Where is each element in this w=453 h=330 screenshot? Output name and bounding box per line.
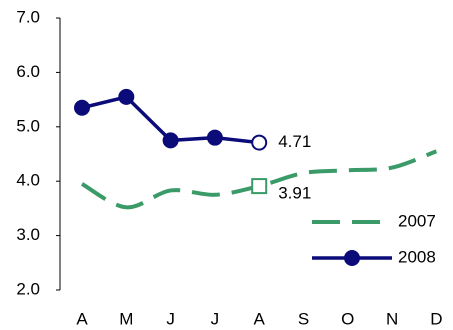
y-tick-label: 7.0 xyxy=(16,7,40,26)
x-tick-label: M xyxy=(119,309,133,328)
x-tick-label: J xyxy=(211,309,220,328)
data-label: 3.91 xyxy=(278,184,311,203)
legend-label: 2008 xyxy=(398,247,436,266)
point xyxy=(162,132,179,149)
y-tick-label: 3.0 xyxy=(16,225,40,244)
x-tick-label: O xyxy=(341,309,354,328)
y-tick-label: 5.0 xyxy=(16,116,40,135)
point xyxy=(251,178,268,195)
x-tick-label: A xyxy=(254,309,266,328)
y-tick-label: 2.0 xyxy=(16,279,40,298)
x-tick-label: J xyxy=(166,309,175,328)
y-tick-label: 4.0 xyxy=(16,171,40,190)
x-tick-label: A xyxy=(76,309,88,328)
point xyxy=(251,134,268,151)
point xyxy=(206,129,223,146)
x-tick-label: S xyxy=(298,309,309,328)
y-tick-label: 6.0 xyxy=(16,62,40,81)
series-line xyxy=(80,149,438,210)
legend-marker xyxy=(344,250,360,266)
data-label: 4.71 xyxy=(278,132,311,151)
point xyxy=(74,99,90,116)
point xyxy=(118,88,135,105)
x-tick-label: N xyxy=(386,309,398,328)
legend-label: 2007 xyxy=(398,211,436,230)
x-tick-label: D xyxy=(430,309,442,328)
